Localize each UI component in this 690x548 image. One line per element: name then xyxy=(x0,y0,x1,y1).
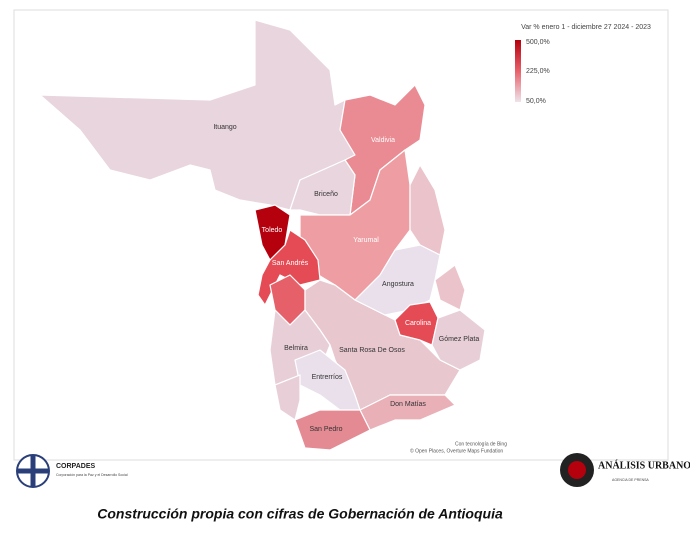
region xyxy=(409,164,446,256)
region-labels: Ituango Valdivia Briceño Yarumal Toledo … xyxy=(213,124,479,433)
legend-label: 225,0% xyxy=(526,68,550,75)
region xyxy=(359,394,456,431)
caption: Construcción propia con cifras de Gobern… xyxy=(97,506,503,522)
regions xyxy=(39,19,486,451)
region-label: Toledo xyxy=(262,227,283,234)
logo-text: ANÁLISIS URBANO xyxy=(598,459,690,471)
logo-icon xyxy=(568,461,586,479)
region xyxy=(294,409,371,451)
region-label: Angostura xyxy=(382,281,414,288)
region-label: Ituango xyxy=(213,124,236,131)
legend-title: Var % enero 1 - diciembre 27 2024 - 2023 xyxy=(521,24,651,31)
region-label: Santa Rosa De Osos xyxy=(339,347,405,354)
region-label: San Andrés xyxy=(272,260,309,267)
attribution: © Open Places, Overture Maps Fundation xyxy=(410,447,503,454)
logo-subtext: Corporación para la Paz y el Desarrollo … xyxy=(56,473,128,477)
region xyxy=(274,374,301,421)
region-label: Gómez Plata xyxy=(439,336,480,343)
map-frame xyxy=(13,9,669,461)
logo-text: CORPADES xyxy=(56,463,95,470)
region-label: Carolina xyxy=(405,320,431,327)
region-label: Yarumal xyxy=(353,237,379,244)
attribution: Con tecnología de Bing xyxy=(455,441,507,447)
logo-icon xyxy=(17,455,49,487)
region-label: Valdivia xyxy=(371,137,395,144)
legend: Var % enero 1 - diciembre 27 2024 - 2023… xyxy=(515,24,651,105)
region-label: Briceño xyxy=(314,191,338,198)
legend-label: 500,0% xyxy=(526,39,550,46)
region-label: Entrerríos xyxy=(312,374,343,381)
logo-right: ANÁLISIS URBANO AGENCIA DE PRENSA xyxy=(560,453,690,487)
legend-label: 50,0% xyxy=(526,98,546,105)
region-label: San Pedro xyxy=(309,426,342,433)
region xyxy=(431,309,486,371)
legend-gradient xyxy=(515,40,521,102)
logo-subtext: AGENCIA DE PRENSA xyxy=(612,478,649,482)
region-label: Don Matías xyxy=(390,401,426,408)
region-label: Belmira xyxy=(284,345,308,352)
region xyxy=(434,264,466,311)
logo-left: CORPADES Corporación para la Paz y el De… xyxy=(16,454,128,488)
